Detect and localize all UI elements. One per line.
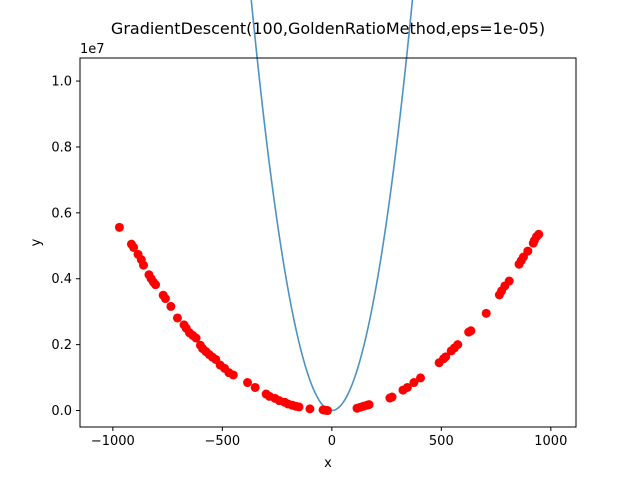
x-tick-label: 500	[429, 434, 454, 449]
x-axis-label: x	[324, 456, 332, 471]
chart-title: GradientDescent(100,GoldenRatioMethod,ep…	[111, 19, 545, 38]
x-tick-label: −1000	[91, 434, 135, 449]
data-point	[228, 370, 238, 380]
plot-area	[114, 0, 544, 416]
data-point	[523, 246, 533, 256]
x-tick-label: −500	[204, 434, 240, 449]
y-tick-label: 0.8	[51, 140, 72, 155]
y-tick-label: 1.0	[51, 75, 72, 90]
data-point	[466, 326, 476, 336]
data-point	[387, 392, 397, 402]
fitted-curve	[250, 0, 414, 412]
y-axis-ticks: 0.0 0.2 0.4 0.6 0.8 1.0	[51, 75, 80, 419]
y-tick-label: 0.4	[51, 272, 72, 287]
data-point	[441, 352, 451, 362]
data-point	[504, 276, 514, 286]
data-point	[409, 378, 419, 388]
y-tick-label: 0.2	[51, 338, 72, 353]
data-point	[191, 333, 201, 343]
y-tick-label: 0.6	[51, 206, 72, 221]
data-point	[416, 373, 426, 383]
data-point	[481, 308, 491, 318]
x-tick-label: 1000	[534, 434, 567, 449]
data-point	[453, 340, 463, 350]
y-axis-label: y	[29, 238, 44, 246]
axes-frame	[79, 57, 577, 428]
data-point	[151, 280, 161, 290]
data-point	[250, 382, 260, 392]
data-point	[364, 400, 374, 410]
y-tick-label: 0.0	[51, 404, 72, 419]
data-point	[139, 260, 149, 270]
x-tick-label: 0	[328, 434, 336, 449]
data-point	[129, 242, 139, 252]
data-point	[305, 404, 315, 414]
x-axis-ticks: −1000 −500 0 500 1000	[91, 427, 567, 449]
data-point	[534, 229, 544, 239]
data-point	[294, 402, 304, 412]
data-point	[166, 301, 176, 311]
data-point	[114, 222, 124, 232]
data-point	[243, 378, 253, 388]
data-point	[402, 382, 412, 392]
data-point	[172, 313, 182, 323]
y-offset-label: 1e7	[80, 42, 105, 57]
data-point	[160, 294, 170, 304]
data-point	[322, 406, 332, 416]
